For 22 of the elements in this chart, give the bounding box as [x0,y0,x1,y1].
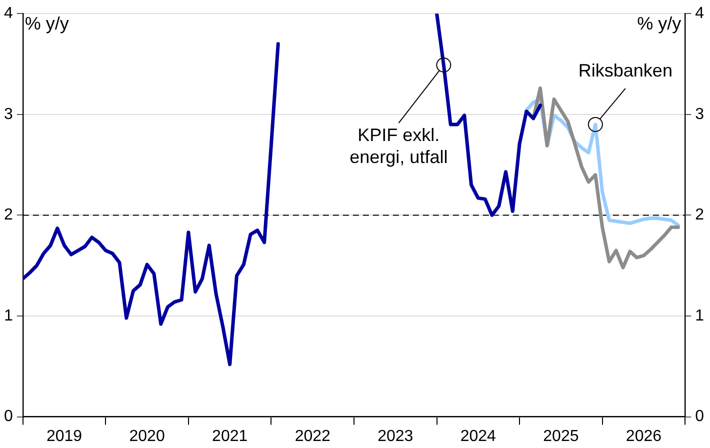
x-tick-label: 2020 [129,428,165,445]
x-tick-label: 2023 [378,428,414,445]
y2-tick-label: 4 [695,5,704,22]
y-tick-label: 1 [4,307,13,324]
x-tick-label: 2022 [294,428,331,445]
y2-axis-title: % y/y [637,14,682,34]
y2-tick-label: 1 [695,307,704,324]
x-tick-label: 2025 [543,428,579,445]
x-tick-label: 2021 [212,428,248,445]
y2-tick-label: 2 [695,206,704,224]
y2-tick-label: 3 [695,106,704,123]
y-tick-label: 3 [4,106,13,123]
x-tick-label: 2019 [46,428,82,445]
x-tick-label: 2024 [460,428,496,445]
y-tick-label: 4 [4,5,13,22]
y-tick-label: 2 [4,206,13,224]
y-axis-title: % y/y [24,14,69,34]
annotation: Riksbanken [578,60,672,80]
annotation: KPIF exkl. energi, utfall [350,124,448,167]
x-tick-label: 2026 [626,428,662,445]
y-tick-label: 0 [4,408,13,426]
y2-tick-label: 0 [695,408,704,426]
